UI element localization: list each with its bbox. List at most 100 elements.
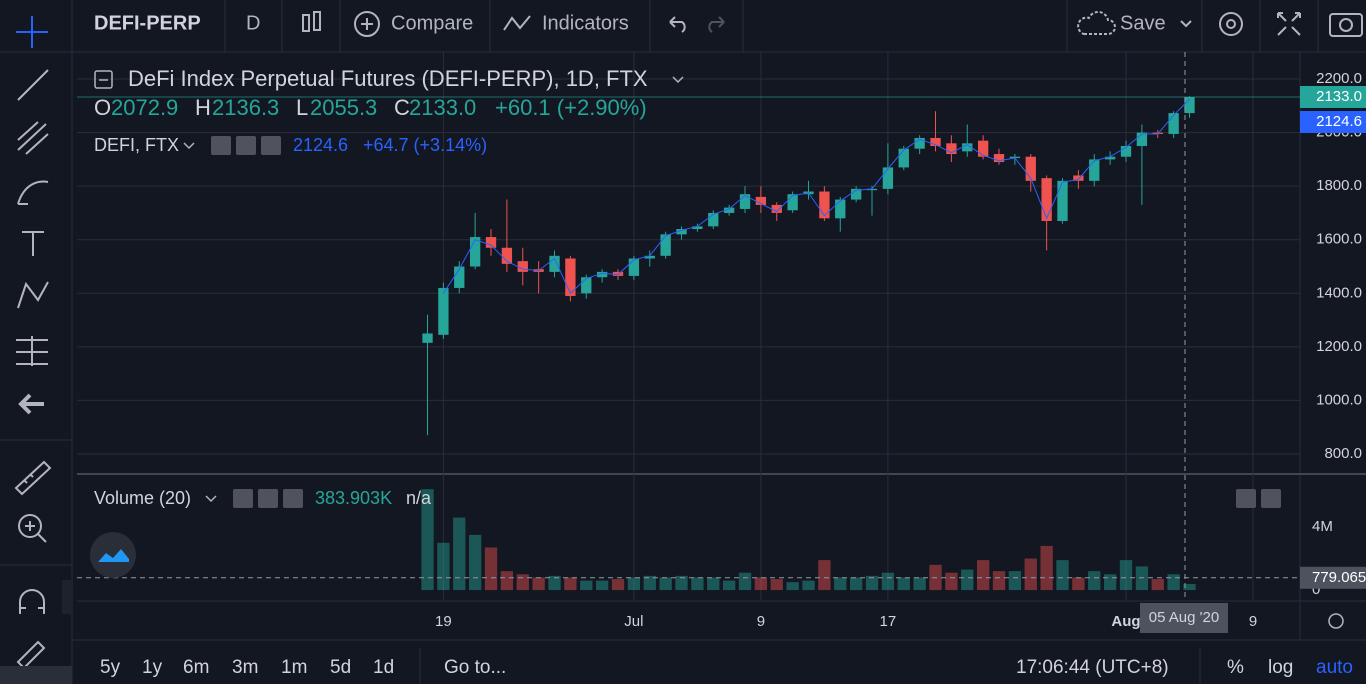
range-button[interactable]: 5d bbox=[330, 657, 351, 678]
volume-tick-label: 4M bbox=[1312, 518, 1333, 535]
fib-tool[interactable] bbox=[17, 121, 49, 155]
range-button[interactable]: 6m bbox=[183, 657, 209, 678]
indicators-icon[interactable] bbox=[503, 15, 531, 31]
candle-body bbox=[676, 229, 687, 235]
overlays bbox=[77, 96, 1300, 579]
volume-bar bbox=[437, 542, 450, 591]
pattern-tool[interactable] bbox=[17, 281, 49, 309]
logo[interactable] bbox=[90, 532, 136, 578]
percent-toggle[interactable]: % bbox=[1227, 657, 1244, 678]
volume-bar bbox=[580, 580, 593, 591]
settings-button[interactable] bbox=[236, 136, 256, 155]
candle-body bbox=[485, 237, 497, 248]
candle-body bbox=[549, 255, 560, 272]
volume-bar bbox=[484, 547, 498, 591]
range-button[interactable]: 1m bbox=[281, 657, 307, 678]
range-button[interactable]: 1y bbox=[142, 657, 163, 678]
candle-body bbox=[1057, 180, 1068, 221]
collapse-toggle[interactable] bbox=[0, 666, 72, 684]
legend-close: 2133.0 bbox=[409, 95, 476, 120]
volume-bar bbox=[453, 517, 466, 591]
interval[interactable]: D bbox=[246, 12, 260, 34]
ruler-tool[interactable] bbox=[14, 460, 52, 496]
volume-bar bbox=[1056, 560, 1069, 591]
volume-menu[interactable] bbox=[205, 495, 217, 503]
candle-body bbox=[692, 226, 703, 230]
volume-bar bbox=[1040, 545, 1053, 591]
back-tool[interactable] bbox=[18, 393, 44, 415]
forecast-tool[interactable] bbox=[16, 336, 48, 366]
grid bbox=[77, 52, 1300, 600]
settings[interactable] bbox=[1219, 12, 1243, 36]
volume-bar bbox=[786, 582, 799, 591]
auto-toggle[interactable]: auto bbox=[1316, 657, 1353, 678]
candle-body bbox=[739, 194, 751, 209]
magnet-tool[interactable] bbox=[19, 589, 45, 614]
chart-type-icon[interactable] bbox=[302, 11, 321, 32]
candle-body bbox=[1025, 156, 1036, 181]
sidebar-toggle[interactable] bbox=[62, 580, 72, 614]
candle-body bbox=[438, 287, 449, 335]
collapse-legend[interactable] bbox=[94, 70, 113, 89]
volume-bar bbox=[802, 580, 815, 591]
volume-bar bbox=[913, 577, 926, 591]
volume-bar bbox=[881, 572, 895, 591]
candle-body bbox=[1009, 156, 1021, 159]
candle-body bbox=[771, 204, 782, 213]
snapshot[interactable] bbox=[1329, 13, 1363, 37]
volume-bar bbox=[945, 572, 958, 591]
volume-bar bbox=[675, 575, 688, 591]
close-button[interactable] bbox=[283, 489, 303, 508]
axis-settings[interactable] bbox=[1328, 613, 1344, 629]
volume-bar bbox=[834, 577, 847, 591]
volume-bar bbox=[1024, 558, 1037, 591]
y-tick-label: 1000.0 bbox=[1316, 391, 1362, 408]
text-tool[interactable] bbox=[22, 231, 44, 256]
candle-body bbox=[993, 154, 1005, 163]
volume-bar bbox=[564, 577, 577, 591]
y-tick-label: 800.0 bbox=[1324, 445, 1362, 462]
range-button[interactable]: 3m bbox=[232, 657, 258, 678]
redo[interactable] bbox=[708, 16, 725, 33]
volume-bar bbox=[1167, 574, 1180, 591]
volume-bar bbox=[1088, 571, 1101, 591]
volume-bar bbox=[722, 580, 736, 591]
compare-plus bbox=[361, 18, 373, 30]
volume-bar bbox=[421, 489, 434, 591]
candle-body bbox=[1041, 178, 1052, 221]
compare-icon[interactable] bbox=[354, 11, 380, 37]
volume-buttons bbox=[233, 489, 303, 508]
range-button[interactable]: 5y bbox=[100, 657, 121, 678]
compare[interactable]: Compare bbox=[391, 12, 473, 34]
pane-down[interactable] bbox=[1261, 489, 1281, 508]
title-menu[interactable] bbox=[672, 76, 684, 84]
settings-button[interactable] bbox=[258, 489, 278, 508]
candle-body bbox=[517, 261, 528, 272]
eye-button[interactable] bbox=[233, 489, 253, 508]
candle-body bbox=[596, 271, 608, 278]
zoom-tool[interactable] bbox=[18, 514, 42, 538]
index-menu[interactable] bbox=[183, 142, 195, 150]
pane-up[interactable] bbox=[1236, 489, 1256, 508]
undo[interactable] bbox=[669, 16, 686, 33]
log-toggle[interactable]: log bbox=[1268, 657, 1293, 678]
chart-title: DeFi Index Perpetual Futures (DEFI-PERP)… bbox=[128, 66, 648, 91]
fullscreen[interactable] bbox=[1277, 12, 1301, 36]
line-tool[interactable] bbox=[17, 69, 49, 101]
eye-button[interactable] bbox=[211, 136, 231, 155]
goto[interactable]: Go to... bbox=[444, 657, 506, 678]
crosshair-tool[interactable] bbox=[16, 16, 48, 48]
symbol[interactable]: DEFI-PERP bbox=[94, 12, 201, 34]
indicators[interactable]: Indicators bbox=[542, 12, 629, 34]
volume-bar bbox=[849, 577, 863, 591]
snapshot-lens bbox=[1339, 18, 1353, 32]
range-button[interactable]: 1d bbox=[373, 657, 394, 678]
candle-body bbox=[898, 148, 909, 168]
candle-body bbox=[1073, 175, 1084, 181]
close-button[interactable] bbox=[261, 136, 281, 155]
candle-body bbox=[469, 237, 481, 267]
save-menu[interactable] bbox=[1180, 20, 1192, 28]
save[interactable]: Save bbox=[1120, 12, 1166, 34]
candle-body bbox=[977, 140, 989, 157]
brush-tool[interactable] bbox=[17, 180, 49, 205]
